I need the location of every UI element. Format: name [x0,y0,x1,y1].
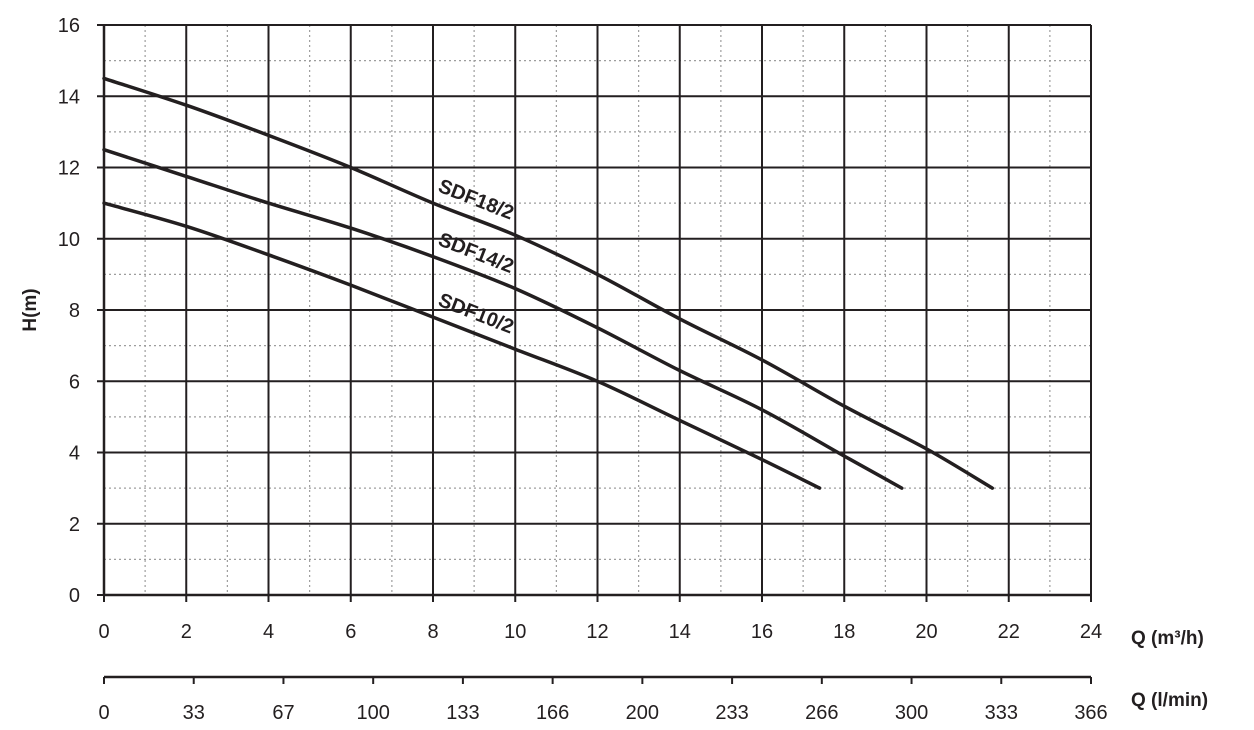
y-tick-label: 8 [69,300,80,322]
secondary-tick-label: 133 [446,702,479,724]
y-tick-label: 16 [58,15,80,37]
secondary-tick-label: 200 [626,702,659,724]
secondary-tick-label: 233 [715,702,748,724]
secondary-tick-label: 67 [272,702,294,724]
x-tick-label: 4 [263,621,274,643]
series-label-sdf10-2: SDF10/2 [435,289,517,338]
x-tick-label: 2 [181,621,192,643]
secondary-tick-label: 366 [1074,702,1107,724]
secondary-tick-label: 300 [895,702,928,724]
x-tick-label: 14 [669,621,691,643]
axes [97,24,1092,602]
y-tick-label: 0 [69,585,80,607]
y-tick-labels: 0 2 4 6 8 10 12 14 16 [58,15,80,607]
series-lines [102,76,995,490]
series-label-sdf18-2: SDF18/2 [435,175,517,224]
secondary-tick-label: 33 [183,702,205,724]
major-grid [103,24,1092,596]
secondary-tick-label: 0 [98,702,109,724]
y-tick-label: 12 [58,158,80,180]
secondary-x-tick-labels: 0 33 67 100 133 166 200 233 266 300 333 366 [98,702,1107,724]
series-line-sdf18-2 [102,76,995,490]
secondary-tick-label: 100 [356,702,389,724]
x-tick-label: 24 [1080,621,1102,643]
secondary-tick-label: 333 [985,702,1018,724]
x-tick-labels: 0 2 4 6 8 10 12 14 16 18 20 22 24 [98,621,1102,643]
x-tick-label: 22 [998,621,1020,643]
secondary-tick-label: 266 [805,702,838,724]
x-secondary-axis-title: Q (l/min) [1131,690,1208,711]
x-tick-label: 6 [345,621,356,643]
x-axis-title: Q (m³/h) [1131,628,1204,649]
x-tick-label: 20 [915,621,937,643]
y-tick-label: 4 [69,443,80,465]
series-label-sdf14-2: SDF14/2 [435,229,517,278]
x-tick-label: 0 [98,621,109,643]
y-tick-label: 10 [58,229,80,251]
x-tick-label: 16 [751,621,773,643]
series-line-sdf14-2 [102,147,904,490]
secondary-x-axis [103,675,1092,684]
y-tick-label: 2 [69,514,80,536]
y-tick-label: 6 [69,371,80,393]
series-labels: SDF18/2 SDF14/2 SDF10/2 [435,175,517,338]
y-tick-label: 14 [58,86,80,108]
x-tick-label: 8 [427,621,438,643]
x-tick-label: 12 [586,621,608,643]
y-axis-title: H(m) [20,288,41,331]
x-tick-label: 18 [833,621,855,643]
secondary-tick-label: 166 [536,702,569,724]
x-tick-label: 10 [504,621,526,643]
series-line-sdf10-2 [102,201,822,490]
